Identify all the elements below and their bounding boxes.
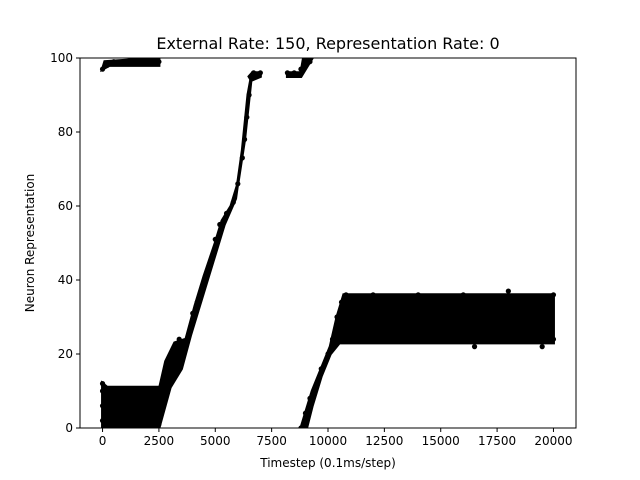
data-point (415, 292, 421, 298)
data-point (99, 418, 106, 424)
x-tick-label: 20000 (534, 434, 572, 448)
chart-title: External Rate: 150, Representation Rate:… (156, 34, 499, 53)
x-tick-label: 12500 (365, 434, 403, 448)
data-point (145, 59, 151, 65)
data-point (156, 59, 162, 65)
x-tick-label: 10000 (309, 434, 347, 448)
y-tick-label: 40 (58, 273, 73, 287)
data-point (99, 66, 106, 72)
data-point (302, 62, 309, 68)
data-point (235, 181, 241, 187)
x-axis: 0 2500 5000 7500 10000 12500 15000 17500 20000 (99, 428, 573, 448)
dense-region-3 (299, 293, 555, 428)
data-point (212, 236, 218, 242)
y-tick-label: 80 (58, 125, 73, 139)
data-point (343, 292, 349, 298)
data-point (172, 344, 178, 350)
data-point (483, 336, 489, 342)
x-tick-label: 7500 (256, 434, 287, 448)
dense-point-regions (100, 58, 555, 428)
data-point (438, 336, 444, 342)
data-point (329, 336, 336, 342)
plot-frame (79, 57, 577, 429)
data-point (505, 288, 511, 294)
data-point (127, 388, 133, 394)
y-axis-label: Neuron Representation (23, 174, 37, 313)
data-point (111, 59, 117, 65)
data-point (181, 340, 187, 346)
data-point (239, 155, 245, 161)
data-point (201, 281, 207, 287)
data-point (120, 406, 126, 413)
data-point (217, 221, 223, 228)
data-point (370, 292, 376, 298)
data-point (154, 392, 160, 398)
data-point (318, 366, 324, 372)
data-point (298, 66, 304, 72)
data-point (550, 336, 557, 342)
data-point (158, 384, 164, 390)
data-point (133, 418, 139, 424)
data-point (147, 410, 153, 416)
data-point (325, 351, 331, 357)
data-point (302, 410, 309, 416)
data-point (194, 299, 200, 305)
data-point (307, 395, 313, 401)
data-point (167, 355, 173, 361)
data-point (122, 59, 128, 65)
x-tick-label: 17500 (478, 434, 516, 448)
data-point (133, 59, 139, 65)
data-point (99, 381, 106, 387)
data-point (257, 70, 263, 76)
data-point (223, 210, 230, 216)
data-point (246, 92, 252, 98)
data-point (104, 62, 110, 68)
dense-region-2 (155, 76, 253, 428)
data-point (241, 136, 248, 142)
data-point (99, 403, 106, 409)
x-tick-label: 15000 (422, 434, 460, 448)
data-point (334, 314, 340, 320)
data-point (307, 59, 313, 65)
data-point (208, 258, 214, 265)
data-point (550, 292, 557, 298)
data-point (284, 70, 291, 76)
data-point (347, 336, 354, 342)
data-point (251, 70, 257, 76)
data-point (156, 421, 162, 427)
x-tick-label: 5000 (200, 434, 231, 448)
y-tick-label: 0 (65, 421, 73, 435)
data-point (140, 399, 146, 405)
x-tick-label: 2500 (144, 434, 175, 448)
data-point (314, 381, 320, 387)
y-axis: 0 20 40 60 80 100 (50, 51, 80, 435)
data-point (244, 114, 250, 120)
data-point (230, 199, 236, 205)
x-tick-label: 0 (99, 434, 107, 448)
data-point (106, 414, 112, 420)
data-point (460, 292, 466, 298)
data-point (113, 395, 119, 401)
data-point (338, 299, 345, 305)
data-point (393, 336, 399, 342)
data-point (298, 425, 304, 428)
y-tick-label: 60 (58, 199, 73, 213)
data-point (176, 336, 182, 342)
scatter-points (99, 59, 557, 428)
data-point (163, 369, 169, 376)
data-point (471, 344, 478, 350)
dense-region-4 (100, 58, 161, 73)
data-point (99, 388, 106, 394)
x-axis-label: Timestep (0.1ms/step) (259, 456, 396, 470)
y-tick-label: 100 (50, 51, 73, 65)
y-tick-label: 20 (58, 347, 73, 361)
data-point (190, 310, 196, 316)
data-point (291, 70, 297, 76)
data-point (539, 344, 545, 350)
